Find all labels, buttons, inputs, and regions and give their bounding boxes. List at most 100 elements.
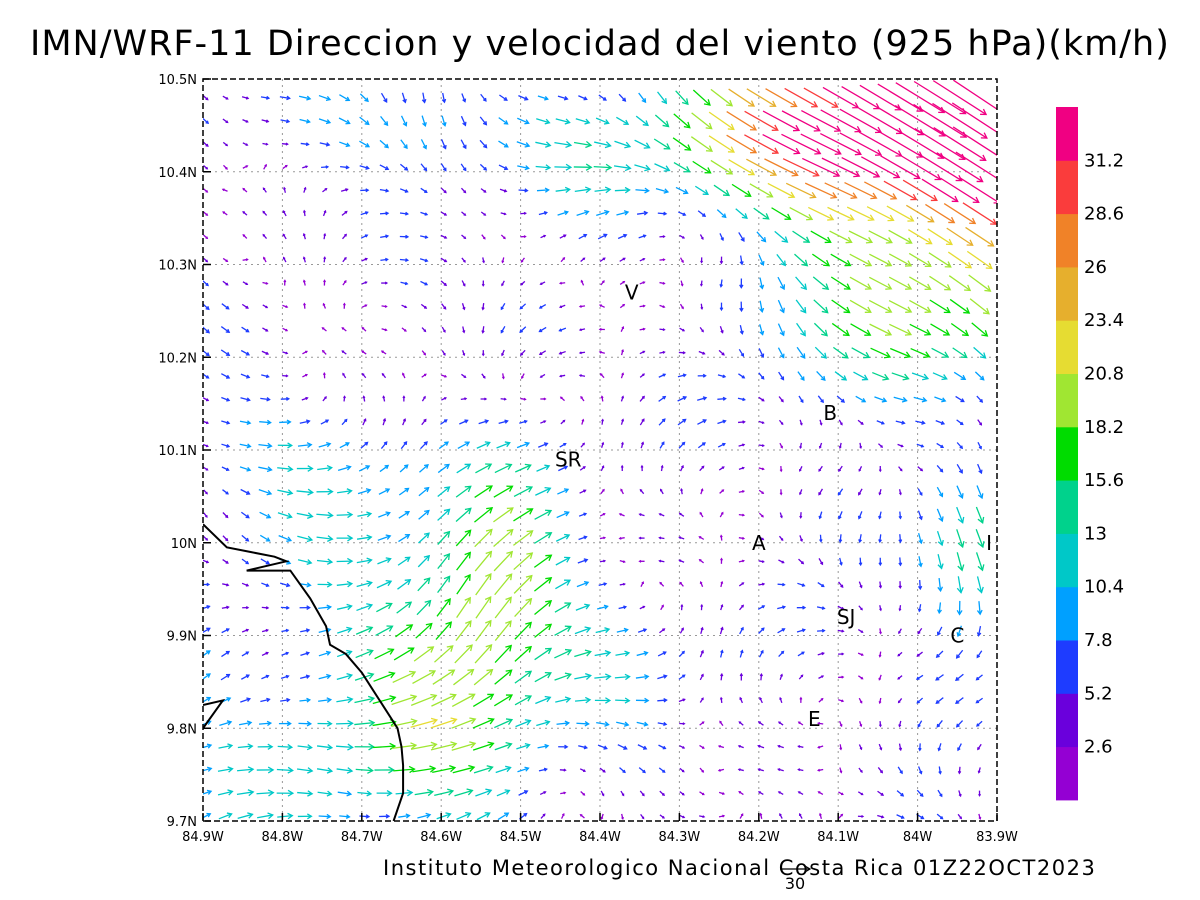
wind-vector <box>818 558 824 566</box>
wind-vector <box>758 560 765 563</box>
wind-vector <box>976 650 983 659</box>
colorbar-label: 10.4 <box>1084 577 1124 598</box>
wind-vector <box>796 605 807 610</box>
wind-vector <box>915 420 926 425</box>
wind-vector <box>640 441 645 449</box>
wind-vector <box>296 767 314 774</box>
wind-vector <box>837 488 844 496</box>
wind-vector <box>479 163 488 171</box>
wind-vector <box>220 349 231 356</box>
wind-vector <box>514 670 533 684</box>
wind-vector <box>480 188 487 193</box>
wind-vector <box>535 695 552 705</box>
wind-vector <box>322 372 326 379</box>
wind-vector <box>454 788 474 797</box>
tick-label-lat: 10.2N <box>158 351 197 366</box>
wind-vector <box>975 506 985 524</box>
colorbar-label: 5.2 <box>1084 683 1113 704</box>
wind-vector <box>276 766 294 774</box>
wind-vector <box>600 813 604 820</box>
wind-vector <box>857 652 864 656</box>
wind-vector <box>814 346 828 359</box>
wind-vector <box>834 371 848 381</box>
wind-vector <box>302 232 306 240</box>
wind-vector <box>977 441 982 450</box>
wind-vector <box>898 628 902 635</box>
wind-vector <box>749 183 774 198</box>
wind-vector <box>417 812 432 819</box>
wind-vector <box>858 557 863 567</box>
wind-vector <box>639 327 646 331</box>
wind-vector <box>759 324 765 336</box>
wind-vector <box>301 396 309 401</box>
wind-vector <box>203 489 208 495</box>
wind-vector <box>381 304 388 308</box>
wind-vector <box>621 813 624 821</box>
wind-vector <box>597 233 608 240</box>
wind-vector <box>798 813 803 819</box>
wind-vector <box>886 205 915 222</box>
wind-vector <box>699 327 704 333</box>
wind-vector <box>601 441 605 448</box>
wind-vector <box>928 252 952 268</box>
wind-vector <box>779 696 783 704</box>
wind-vector <box>203 257 209 263</box>
wind-vector <box>554 163 573 171</box>
wind-vector <box>620 372 625 379</box>
wind-vector <box>322 209 327 217</box>
wind-vector <box>514 695 533 706</box>
wind-vector <box>913 80 967 115</box>
wind-vector <box>952 347 968 359</box>
wind-vector <box>317 464 333 472</box>
wind-vector <box>340 165 350 170</box>
wind-vector <box>694 185 710 196</box>
wind-vector <box>719 489 725 494</box>
wind-vector <box>757 791 764 796</box>
wind-vector <box>513 508 534 522</box>
wind-vector <box>421 395 426 402</box>
wind-vector <box>657 674 668 680</box>
wind-vector <box>475 596 492 619</box>
wind-vector <box>558 744 569 749</box>
wind-vector <box>909 299 932 313</box>
tick-label-lat: 10.5N <box>158 73 197 88</box>
wind-vector <box>758 512 764 518</box>
wind-vector <box>738 536 746 540</box>
wind-vector <box>459 419 469 425</box>
wind-vector <box>822 86 860 109</box>
wind-vector <box>381 328 388 332</box>
wind-vector <box>717 745 725 749</box>
wind-vector <box>789 206 814 221</box>
wind-vector <box>440 234 448 239</box>
wind-vector <box>410 717 439 728</box>
wind-vector <box>837 629 845 633</box>
wind-vector <box>578 535 588 541</box>
wind-vector <box>377 557 392 565</box>
wind-vector <box>973 346 987 359</box>
wind-vector <box>615 650 631 657</box>
wind-vector <box>915 674 924 680</box>
wind-vector <box>739 696 743 704</box>
wind-vector <box>399 163 409 171</box>
wind-vector <box>818 511 823 520</box>
wind-vector <box>535 164 552 171</box>
wind-vector <box>958 790 962 798</box>
wind-vector <box>636 210 649 216</box>
wind-vector <box>757 605 766 610</box>
wind-vector <box>518 188 529 193</box>
wind-vector <box>536 118 551 125</box>
wind-vector <box>277 442 293 449</box>
wind-vector <box>336 719 354 728</box>
wind-vector <box>799 696 803 703</box>
wind-vector <box>317 720 333 727</box>
wind-vector <box>421 92 427 104</box>
wind-vector <box>824 182 858 199</box>
wind-vector <box>337 464 352 471</box>
wind-vector <box>948 275 972 292</box>
wind-vector <box>620 348 624 356</box>
wind-vector <box>520 235 527 239</box>
wind-vector <box>932 372 948 381</box>
wind-vector <box>475 572 492 596</box>
wind-vector <box>361 372 367 379</box>
wind-vector <box>534 577 553 592</box>
